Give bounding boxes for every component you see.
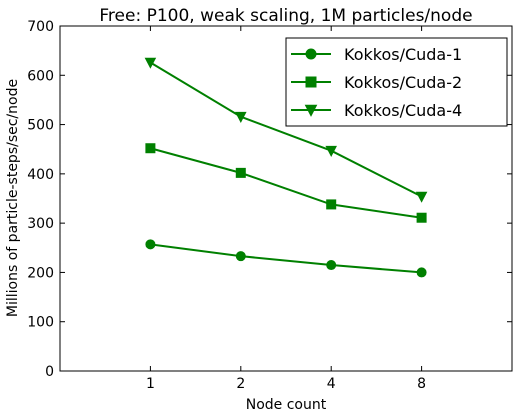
legend-marker — [304, 104, 318, 117]
chart-title: Free: P100, weak scaling, 1M particles/n… — [99, 6, 472, 26]
data-point — [416, 212, 427, 223]
legend-label: Kokkos/Cuda-1 — [344, 45, 462, 64]
y-tick-label: 100 — [27, 315, 54, 331]
data-point — [145, 143, 156, 154]
y-tick-label: 200 — [27, 265, 54, 281]
series-line-1 — [150, 243, 422, 274]
data-point — [326, 199, 337, 210]
data-point — [416, 267, 427, 278]
data-point — [144, 57, 157, 69]
y-tick-label: 400 — [27, 167, 54, 183]
data-point — [415, 191, 428, 203]
data-point — [235, 251, 246, 262]
y-tick-label: 700 — [27, 19, 54, 35]
y-tick-label: 0 — [45, 364, 54, 380]
data-point — [325, 145, 337, 157]
y-tick-label: 600 — [27, 68, 54, 84]
plot-frame — [59, 25, 513, 372]
legend-label: Kokkos/Cuda-4 — [344, 101, 462, 120]
x-tick-label: 2 — [236, 376, 245, 392]
x-axis-label: Node count — [246, 397, 327, 413]
x-tick-label: 8 — [417, 376, 426, 392]
y-axis-label: Millions of particle-steps/sec/node — [5, 79, 21, 317]
data-point — [326, 260, 337, 271]
data-point — [235, 111, 247, 123]
x-tick-label: 4 — [327, 376, 336, 392]
x-tick-label: 1 — [146, 376, 155, 392]
y-tick-label: 300 — [27, 216, 54, 232]
legend-label: Kokkos/Cuda-2 — [344, 73, 462, 92]
data-point — [145, 239, 156, 250]
plot-area: 0 100 200 300 400 500 600 700 1 2 4 8 Kokkos/Cuda-1 K… — [27, 19, 513, 392]
legend-marker — [305, 48, 317, 60]
data-point — [235, 167, 246, 178]
series-line-3 — [149, 61, 423, 198]
series-line-2 — [150, 147, 422, 219]
y-tick-label: 500 — [27, 118, 54, 134]
legend-marker — [305, 76, 317, 88]
